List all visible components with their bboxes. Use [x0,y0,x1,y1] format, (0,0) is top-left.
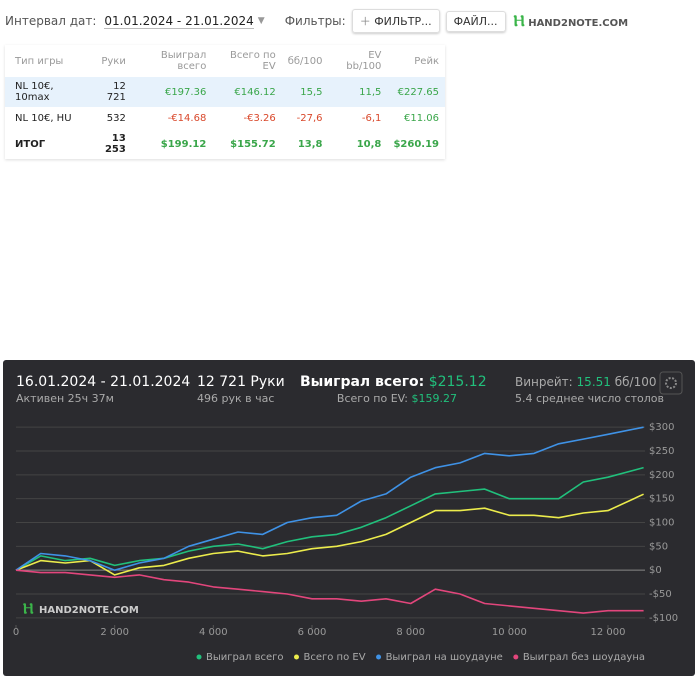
table-cell: 15,5 [300,86,323,98]
won-value: $215.12 [429,374,487,390]
logo-text: HAND2NOTE.COM [528,18,629,29]
table-cell: -€14.68 [167,112,207,124]
table-row: NL 10€, 10max 12 721 €197.36 €146.12 15,5 11,… [5,77,445,107]
toolbar: Интервал дат: 01.01.2024 - 21.01.2024 ▼ … [5,9,629,33]
dropdown-arrow[interactable]: ▼ [257,16,265,26]
table-cell: 13 253 [104,133,126,155]
y-tick-label: $100 [649,518,674,529]
table-cell: -6,1 [361,112,382,124]
file-button[interactable]: ФАЙЛ... [445,10,506,32]
y-tick-label: $300 [649,422,674,433]
filter-button[interactable]: ＋ ФИЛЬТР... [351,9,440,33]
series-line [15,493,644,576]
column-header: Тип игры [15,55,64,67]
interval-label: Интервал дат: [5,14,97,28]
legend-label: Выиграл на шоудауне [386,652,503,663]
table-cell: NL 10€, HU [15,112,72,124]
table-cell: NL 10€, 10max [15,81,54,103]
chart-logo-icon: Ⲏ [23,600,34,618]
gear-icon [665,377,677,389]
chart-logo: HAND2NOTE.COM [39,605,139,616]
legend-label: Выиграл без шоудауна [523,652,645,663]
legend-label: Всего по EV [304,652,366,663]
tables: 5.4 среднее число столов [515,392,664,405]
logo: Ⲏ HAND2NOTE.COM [513,11,629,30]
period: 16.01.2024 - 21.01.2024 [16,374,190,390]
winrate-unit: бб/100 [615,375,657,389]
winrate: Винрейт: 15.51 бб/100 [515,375,656,389]
table-cell: 532 [106,112,126,124]
y-tick-label: $200 [649,470,674,481]
table-cell: $260.19 [393,138,439,150]
legend: Выиграл без шоудауна Выиграл на шоудауне В… [196,652,645,663]
x-tick-label: 8 000 [396,627,425,638]
won-total: Выиграл всего: $215.12 [300,374,487,390]
settings-button[interactable] [659,371,683,395]
hands-per-hour: 496 рук в час [197,392,274,405]
y-tick-label: $150 [649,494,674,505]
series-line [15,426,644,571]
chart-panel: 16.01.2024 - 21.01.2024 Активен 25ч 37м … [3,360,695,676]
table-cell: 10,8 [356,138,382,150]
legend-swatch [376,654,382,660]
legend-label: Выиграл всего [206,652,283,663]
table-cell: €197.36 [164,86,207,98]
hands: 12 721 Руки [197,374,285,390]
table-cell: 13,8 [297,138,323,150]
table-cell: €227.65 [397,86,439,98]
column-header: Всего по EV [230,50,276,72]
legend-swatch [294,654,299,660]
table-row: ИТОГ 13 253 $199.12 $155.72 13,8 10,8 $260.19 [5,129,445,159]
column-header: бб/100 [287,55,323,67]
table-cell: ИТОГ [15,138,46,150]
table-cell: €11.06 [404,112,439,124]
interval-value[interactable]: 01.01.2024 - 21.01.2024 [104,13,254,29]
x-tick-label: 10 000 [492,627,527,638]
series-line [15,466,644,571]
winrate-label: Винрейт: [515,375,573,389]
header-row: Тип игры Руки Выиграл всего Всего по EV бб/1… [5,45,445,77]
x-tick-label: 4 000 [199,627,228,638]
winrate-value: 15.51 [577,375,611,389]
panel-bg [3,360,695,676]
y-tick-label: -$50 [649,589,672,600]
filters-label: Фильтры: [284,14,346,28]
legend-swatch [513,654,519,660]
y-tick-label: $250 [649,446,674,457]
column-header: Выиграл всего [160,50,207,72]
series-line [15,569,644,614]
table-cell: €146.12 [234,86,276,98]
y-tick-label: -$100 [649,613,678,624]
plot: -$100 -$50 $0 $50 $100 $150 $200 $250 $300 0 2 000… [13,422,678,638]
y-tick-label: $0 [649,565,662,576]
table-row: NL 10€, HU 532 -€14.68 -€3.26 -27,6 -6,1 €11.0… [5,107,445,129]
table-cell: -€3.26 [243,112,276,124]
y-tick-label: $50 [649,541,668,552]
ev-label: Всего по EV: [337,392,408,405]
column-header: Руки [101,55,126,67]
stats-table: Тип игры Руки Выиграл всего Всего по EV бб/1… [5,45,445,159]
won-label: Выиграл всего: [300,374,424,390]
ev-total: Всего по EV: $159.27 [337,392,457,405]
ev-value: $159.27 [412,392,458,405]
table-cell: 12 721 [106,81,126,103]
table-cell: -27,6 [296,112,323,124]
table-cell: $155.72 [230,138,276,150]
active-time: Активен 25ч 37м [16,392,114,405]
filter-button-text: ФИЛЬТР... [374,15,432,28]
legend-swatch [196,654,202,660]
table-cell: 11,5 [359,86,382,98]
table-cell: $199.12 [160,138,207,150]
x-tick-label: 6 000 [298,627,327,638]
x-tick-label: 12 000 [591,627,626,638]
column-header: Рейк [414,55,439,67]
column-header: EV bb/100 [346,50,382,72]
x-tick-label: 2 000 [100,627,129,638]
x-tick-label: 0 [13,627,19,638]
